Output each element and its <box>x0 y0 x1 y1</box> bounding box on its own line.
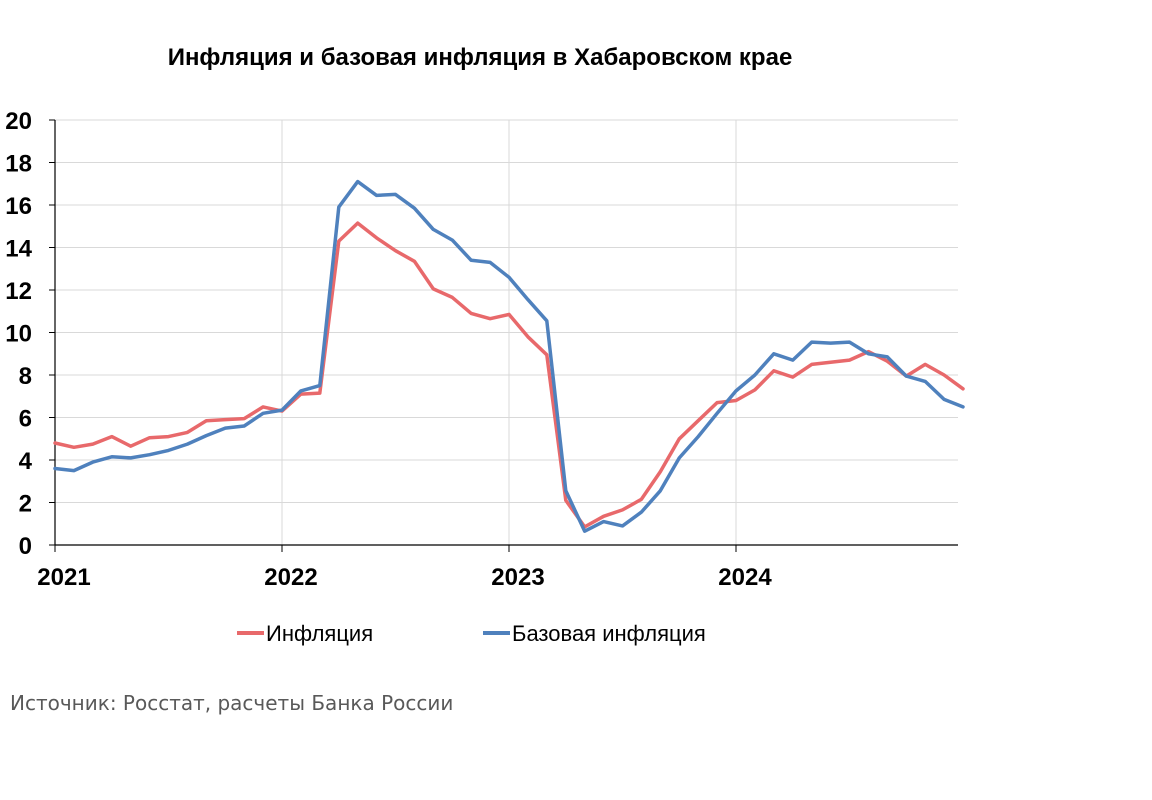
y-tick-label: 2 <box>19 491 32 518</box>
y-tick-label: 0 <box>19 533 32 560</box>
legend: Инфляция Базовая инфляция <box>237 621 706 646</box>
series-lines <box>53 179 965 533</box>
y-tick-label: 6 <box>19 406 32 433</box>
y-tick-label: 8 <box>19 363 32 390</box>
x-tick-label: 2023 <box>491 564 544 591</box>
x-axis-tick-labels: 2021 2022 2023 2024 <box>37 564 772 591</box>
y-tick-label: 4 <box>19 448 33 475</box>
x-tick-label: 2022 <box>264 564 317 591</box>
y-tick-label: 12 <box>5 278 32 305</box>
x-tick-label: 2024 <box>718 564 772 591</box>
grid <box>55 119 958 545</box>
line-chart: 0 2 4 6 8 10 12 14 16 18 20 2021 2022 2023 2024 Инфля… <box>5 108 965 646</box>
series-line-2 <box>53 179 965 533</box>
y-tick-label: 20 <box>5 108 32 135</box>
y-axis-tick-labels: 0 2 4 6 8 10 12 14 16 18 20 <box>5 108 32 560</box>
y-tick-label: 16 <box>5 193 32 220</box>
axes <box>49 119 958 552</box>
chart-title: Инфляция и базовая инфляция в Хабаровско… <box>167 44 793 71</box>
legend-label-2: Базовая инфляция <box>512 621 706 646</box>
source-note: Источник: Росстат, расчеты Банка России <box>10 691 454 715</box>
x-tick-label: 2021 <box>37 564 90 591</box>
series-line-1 <box>53 221 965 529</box>
y-tick-label: 18 <box>5 151 32 178</box>
legend-label-1: Инфляция <box>266 621 373 646</box>
y-tick-label: 14 <box>5 236 32 263</box>
y-tick-label: 10 <box>5 321 32 348</box>
